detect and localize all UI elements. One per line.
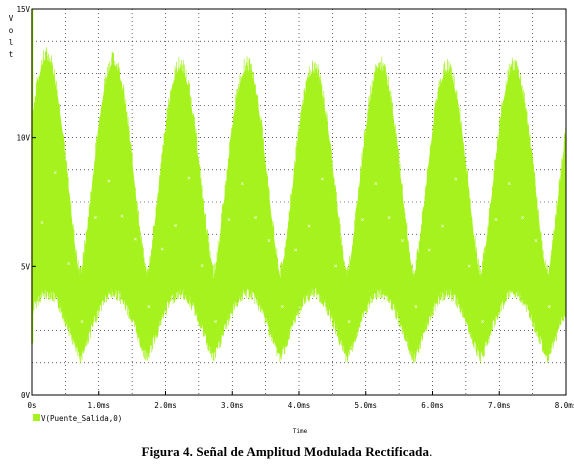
series-marker: × [467,263,471,270]
series-marker: × [240,180,244,187]
series-marker: × [174,222,178,229]
series-marker: × [307,223,311,230]
x-axis-label: Time [293,428,308,435]
x-tick-label: 4.0ms [288,401,311,410]
series-marker: × [54,170,58,177]
series-marker: × [347,319,351,326]
y-axis-label-letter: t [9,50,14,59]
series-marker: × [481,319,485,326]
series-marker: × [160,246,164,253]
signal-carrier [31,47,567,364]
x-tick-label: 5.0ms [354,401,377,410]
series-v-puente-salida [31,9,567,364]
figure-caption: Figura 4. Señal de Amplitud Modulada Rec… [0,444,574,460]
series-marker: × [214,319,218,326]
series-marker: × [401,238,405,245]
series-marker: × [67,261,71,268]
series-marker: × [321,176,325,183]
y-axis-label-letter: o [9,26,14,35]
series-marker: × [200,262,204,269]
series-marker: × [507,180,511,187]
series-marker: × [548,303,552,310]
series-marker: × [281,304,285,311]
legend: V(Puente_Salida,0) [33,414,122,423]
series-marker: × [454,176,458,183]
series-marker: × [361,216,365,223]
series-marker: × [254,215,258,222]
series-marker: × [427,247,431,254]
series-marker: × [521,215,525,222]
y-axis-label-letter: V [9,14,14,23]
series-marker: × [267,238,271,245]
series-marker: × [227,216,231,223]
x-tick-label: 3.0ms [221,401,244,410]
y-axis-label-letter: l [9,38,14,47]
series-marker: × [294,247,298,254]
series-marker: × [534,238,538,245]
x-tick-label: 6.0ms [421,401,444,410]
x-tick-label: 2.0ms [154,401,177,410]
series-marker: × [120,213,124,220]
x-tick-label: 7.0ms [488,401,511,410]
x-tick-label: 0s [27,401,36,410]
series-marker: × [134,236,138,243]
series-marker: × [187,175,191,182]
series-marker: × [441,223,445,230]
y-tick-labels: 0V 5V 10V 15V [16,5,36,400]
series-marker: × [147,303,151,310]
series-marker: × [494,216,498,223]
series-marker: × [374,180,378,187]
y-tick-label: 10V [16,134,30,143]
legend-label: V(Puente_Salida,0) [41,414,122,423]
caption-period: . [429,444,433,459]
x-tick-label: 1.0ms [87,401,110,410]
y-tick-label: 0V [21,391,31,400]
caption-text: Figura 4. Señal de Amplitud Modulada Rec… [141,444,430,459]
series-marker: × [94,214,98,221]
series-marker: × [414,304,418,311]
series-marker: × [80,319,84,326]
series-marker: × [107,178,111,185]
x-tick-label: 8.0ms [555,401,574,410]
series-marker: × [334,263,338,270]
x-tick-labels: 0s 1.0ms 2.0ms 3.0ms 4.0ms 5.0ms 6.0ms 7.0ms 8.0… [27,391,574,410]
y-tick-label: 5V [21,262,31,271]
series-marker: × [40,219,44,226]
y-tick-label: 15V [16,5,30,14]
legend-swatch [33,414,40,421]
series-marker: × [387,215,391,222]
series-markers: × × × × × × × × × × × × × × × × × × × × × × × × × × × × × × × × × × × × × × × [40,170,551,326]
